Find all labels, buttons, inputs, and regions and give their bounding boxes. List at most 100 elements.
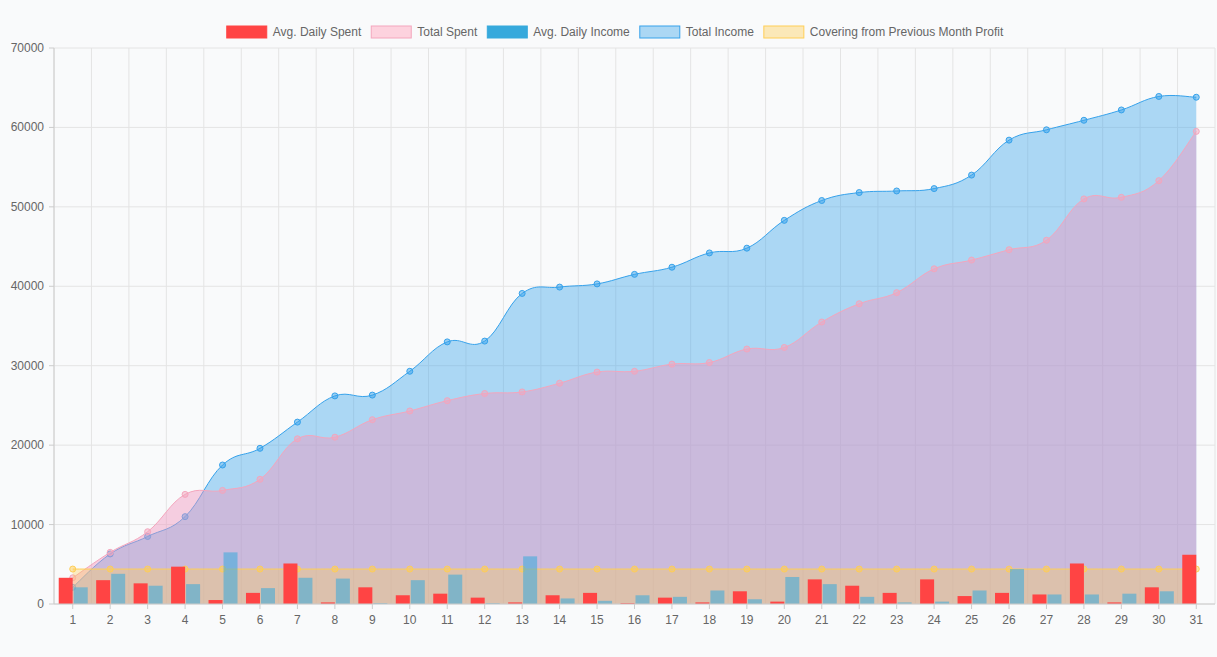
legend-item: Covering from Previous Month Profit <box>764 25 1004 39</box>
bar <box>958 596 972 604</box>
point <box>1118 566 1124 572</box>
y-axis <box>54 48 55 604</box>
bar <box>171 567 185 604</box>
point <box>557 566 563 572</box>
tick-x <box>1158 604 1159 609</box>
tick <box>49 286 54 287</box>
point <box>557 380 563 386</box>
x-tick-label: 25 <box>965 613 979 627</box>
x-tick-label: 12 <box>478 613 492 627</box>
bar <box>823 584 837 604</box>
bar <box>561 598 575 604</box>
grid-line-x <box>1215 48 1216 604</box>
bar <box>658 598 672 604</box>
x-tick-label: 18 <box>703 613 717 627</box>
grid-line <box>54 604 1215 605</box>
x-tick-label: 26 <box>1002 613 1016 627</box>
legend-swatch <box>640 26 680 38</box>
legend-swatch <box>487 26 527 38</box>
point <box>669 264 675 270</box>
y-tick-label: 30000 <box>11 359 45 373</box>
point <box>145 566 151 572</box>
point <box>519 290 525 296</box>
bar <box>336 579 350 604</box>
tick-x <box>1046 604 1047 609</box>
point <box>444 339 450 345</box>
bar <box>134 583 148 604</box>
point <box>482 391 488 397</box>
tick <box>49 127 54 128</box>
point <box>706 360 712 366</box>
point <box>632 271 638 277</box>
point <box>1043 566 1049 572</box>
y-tick-label: 10000 <box>11 518 45 532</box>
legend-swatch <box>371 26 411 38</box>
tick-x <box>222 604 223 609</box>
tick-x <box>859 604 860 609</box>
bar <box>546 595 560 604</box>
plot-area <box>59 93 1200 604</box>
point <box>294 436 300 442</box>
bar <box>1070 563 1084 604</box>
point <box>1118 107 1124 113</box>
legend-item: Avg. Daily Spent <box>227 25 362 39</box>
point <box>1081 196 1087 202</box>
bar <box>224 552 238 604</box>
point <box>519 389 525 395</box>
tick-x <box>1196 604 1197 609</box>
point <box>557 284 563 290</box>
bar <box>1122 594 1136 604</box>
grid-line <box>54 127 1215 128</box>
bar <box>920 579 934 604</box>
point <box>594 566 600 572</box>
x-tick-label: 7 <box>294 613 301 627</box>
bar <box>523 556 537 604</box>
point <box>969 172 975 178</box>
bar <box>883 593 897 604</box>
point <box>1043 237 1049 243</box>
tick-x <box>297 604 298 609</box>
point <box>744 245 750 251</box>
grid-line-x <box>91 48 92 604</box>
bar <box>1032 594 1046 604</box>
y-tick-label: 40000 <box>11 279 45 293</box>
tick-x <box>1083 604 1084 609</box>
tick-x <box>185 604 186 609</box>
point <box>632 566 638 572</box>
point <box>931 566 937 572</box>
y-tick-label: 0 <box>37 597 44 611</box>
tick <box>49 206 54 207</box>
point <box>781 344 787 350</box>
point <box>182 491 188 497</box>
y-tick-label: 50000 <box>11 200 45 214</box>
point <box>894 188 900 194</box>
x-axis <box>54 604 1215 605</box>
bar <box>995 593 1009 604</box>
tick-x <box>746 604 747 609</box>
bar <box>1145 587 1159 604</box>
bar <box>261 588 275 604</box>
tick-x <box>934 604 935 609</box>
point <box>894 566 900 572</box>
x-tick-label: 9 <box>369 613 376 627</box>
tick-x <box>784 604 785 609</box>
point <box>257 476 263 482</box>
bar <box>583 593 597 604</box>
bar <box>433 594 447 604</box>
tick <box>49 604 54 605</box>
tick-x <box>147 604 148 609</box>
point <box>781 217 787 223</box>
bar <box>96 580 110 604</box>
point <box>332 566 338 572</box>
x-tick-label: 23 <box>890 613 904 627</box>
y-tick-label: 20000 <box>11 438 45 452</box>
point <box>819 319 825 325</box>
tick-x <box>372 604 373 609</box>
point <box>594 281 600 287</box>
bar <box>636 595 650 604</box>
tick-x <box>597 604 598 609</box>
point <box>220 487 226 493</box>
x-tick-label: 21 <box>815 613 829 627</box>
point <box>1081 117 1087 123</box>
point <box>632 368 638 374</box>
